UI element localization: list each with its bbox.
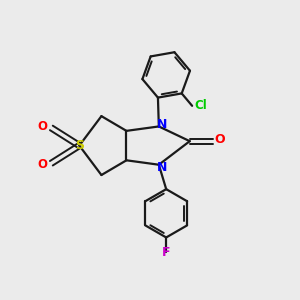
Text: O: O — [214, 133, 225, 146]
Text: F: F — [162, 246, 170, 259]
Text: Cl: Cl — [194, 99, 207, 112]
Text: O: O — [38, 158, 47, 171]
Text: N: N — [157, 118, 168, 130]
Text: O: O — [38, 120, 47, 133]
Text: S: S — [75, 139, 84, 152]
Text: N: N — [157, 160, 168, 174]
